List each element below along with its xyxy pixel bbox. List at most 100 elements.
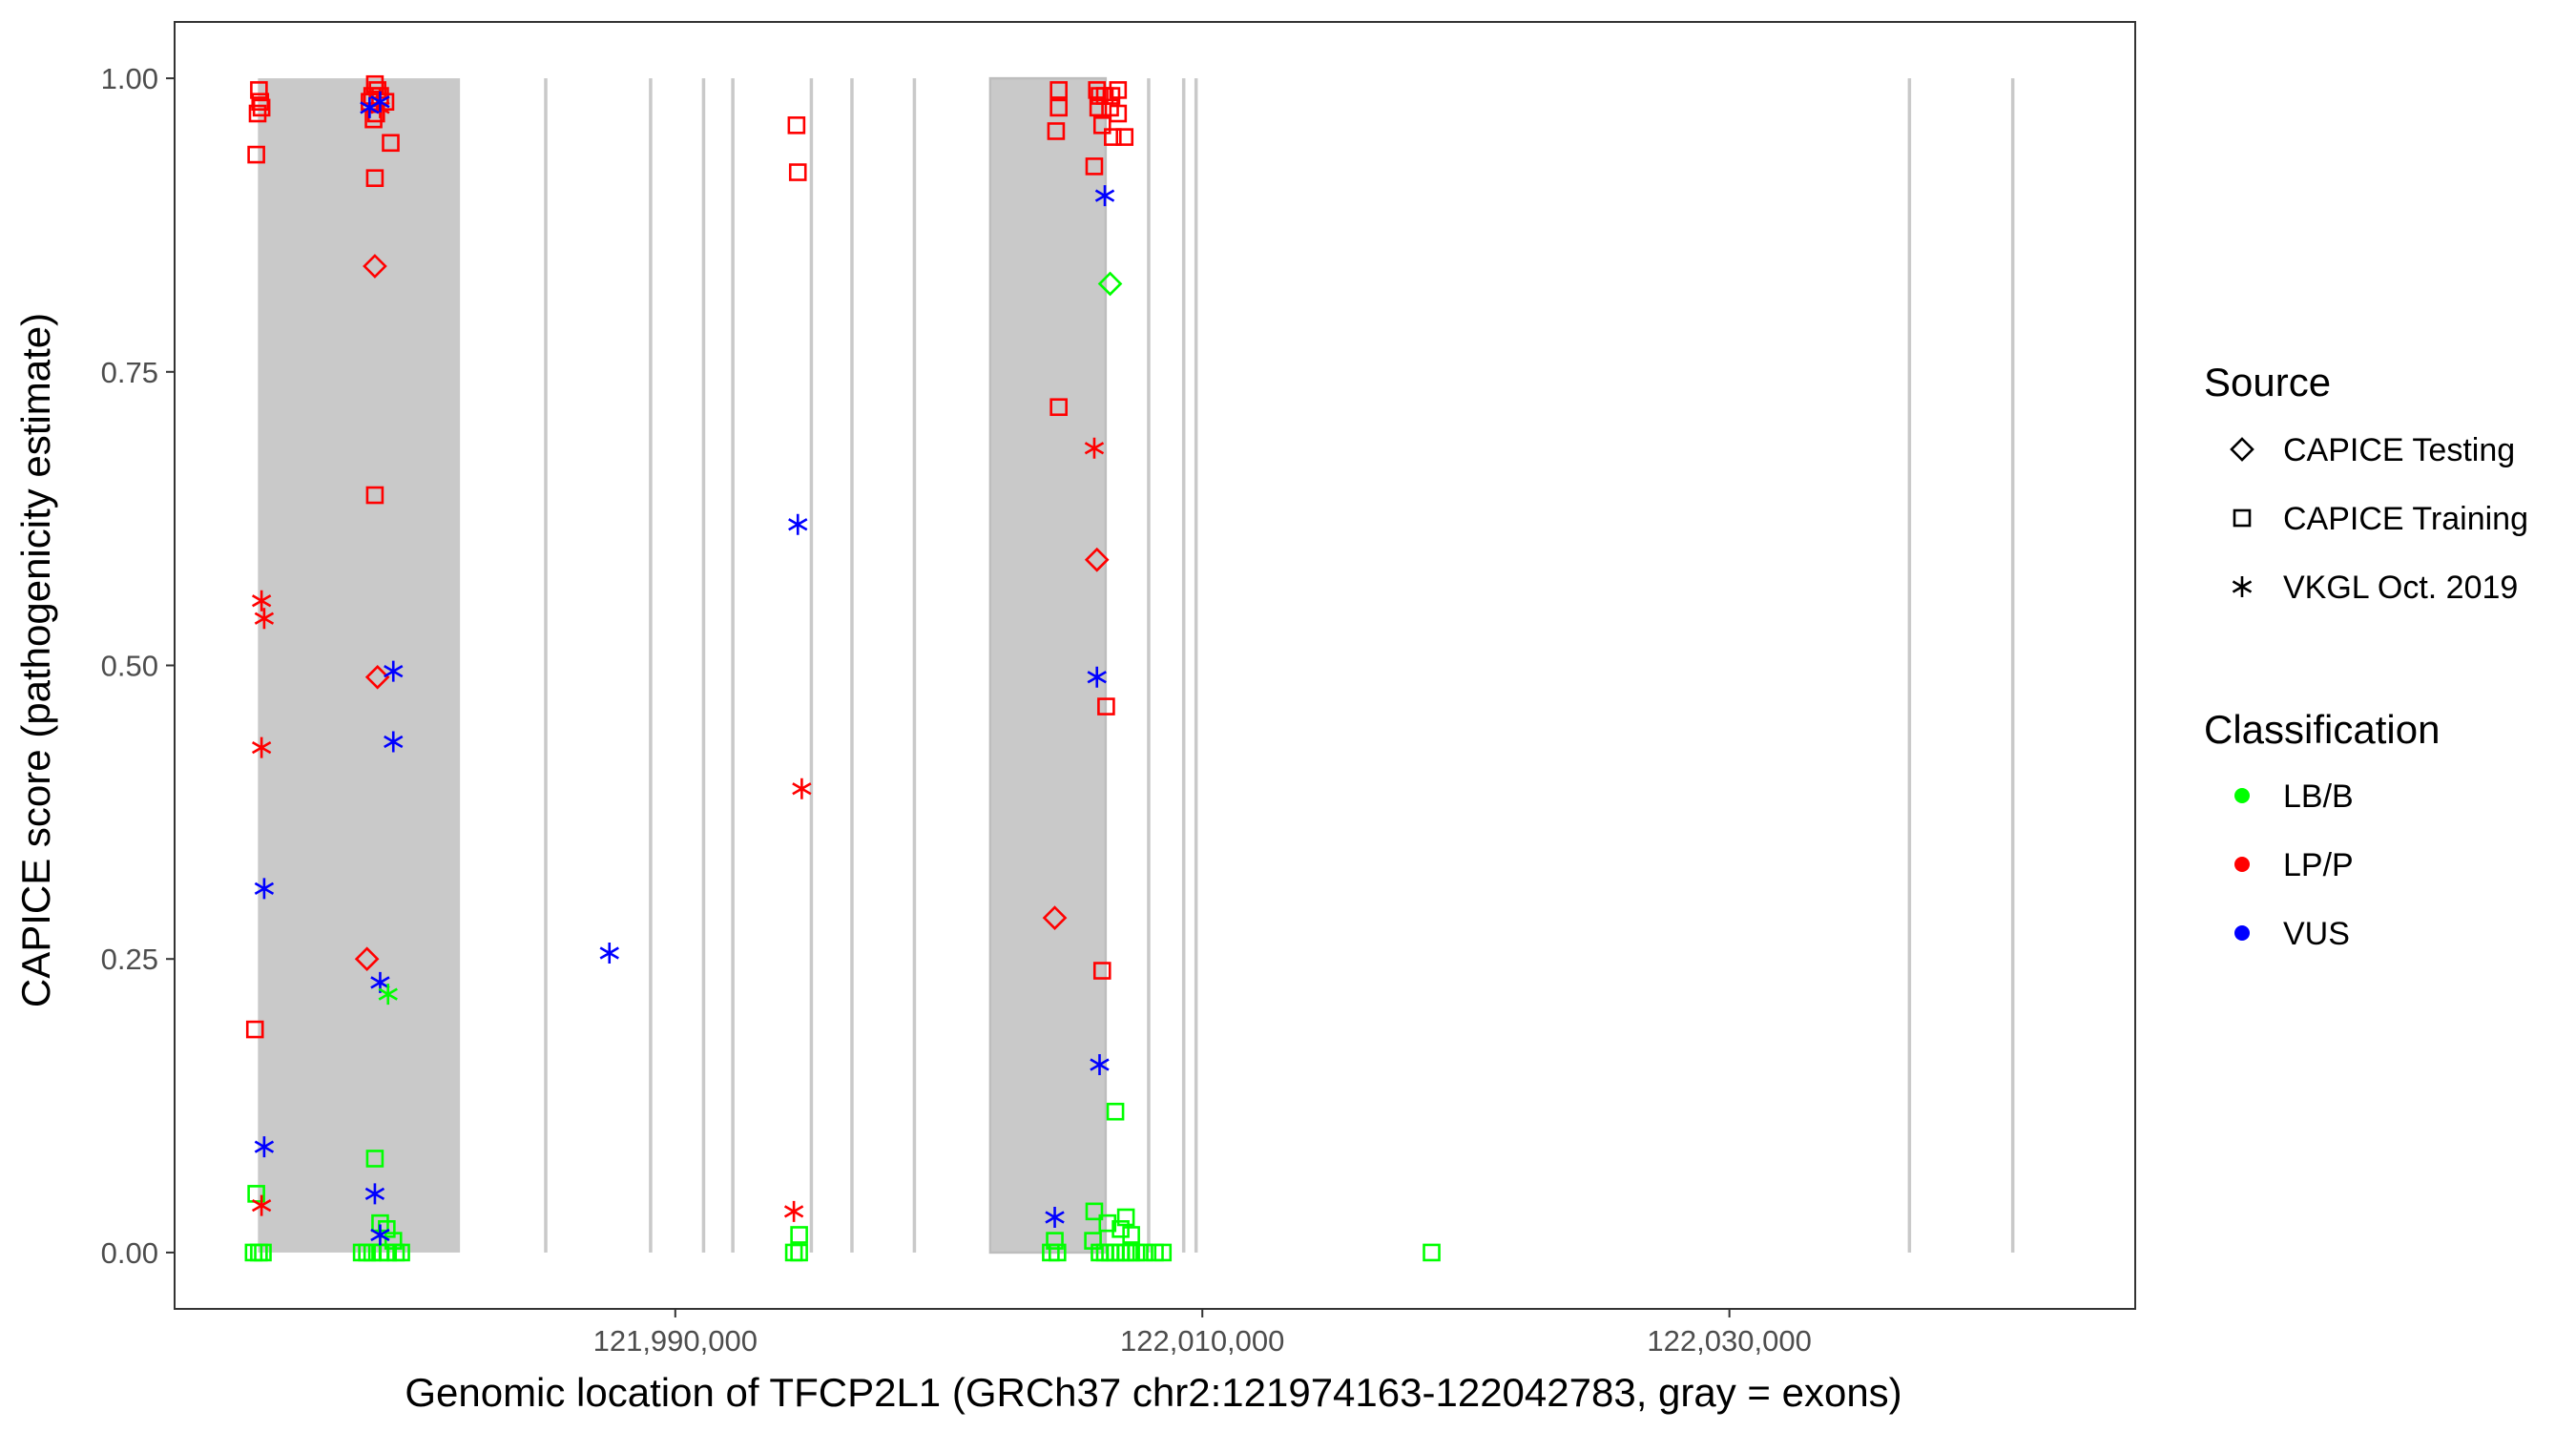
exon-band [1181, 78, 1186, 1253]
y-tick-label: 0.25 [101, 943, 158, 976]
data-point [1045, 1206, 1065, 1228]
data-point [1084, 437, 1105, 459]
exon-band [1147, 78, 1151, 1253]
data-point [1122, 1226, 1140, 1244]
data-point [1097, 697, 1115, 716]
data-point [599, 943, 619, 964]
data-point [251, 1194, 272, 1216]
data-point [365, 169, 384, 188]
data-point [1109, 81, 1128, 99]
exon-band [809, 78, 814, 1253]
data-point [250, 81, 268, 99]
exon-band [989, 78, 1106, 1253]
legend-key-diamond [2230, 437, 2254, 462]
exon-band [649, 78, 653, 1253]
legend-class-title: Classification [2204, 707, 2440, 752]
x-axis-title: Genomic location of TFCP2L1 (GRCh37 chr2… [405, 1370, 1901, 1415]
data-point [1049, 1243, 1067, 1262]
data-point [1106, 1102, 1125, 1121]
data-point [384, 731, 404, 753]
data-points [244, 74, 1441, 1262]
data-point [254, 878, 275, 900]
data-point [254, 1136, 275, 1158]
data-point [1090, 1053, 1110, 1075]
data-point [788, 513, 808, 535]
data-point [1046, 1232, 1064, 1250]
exon-bands [258, 76, 2015, 1255]
data-point [1423, 1243, 1441, 1262]
data-point [382, 134, 400, 153]
x-tick-label: 122,010,000 [1120, 1324, 1284, 1358]
data-point [792, 778, 812, 799]
data-point [384, 1232, 403, 1250]
exon-band [1907, 78, 1912, 1253]
x-tick-label: 121,990,000 [593, 1324, 758, 1358]
legend-key-dot [2234, 925, 2250, 941]
data-point [1085, 1202, 1104, 1221]
x-tick-label: 122,030,000 [1647, 1324, 1811, 1358]
data-point [1111, 1220, 1130, 1238]
data-point [254, 608, 275, 630]
data-point [1135, 1243, 1153, 1262]
y-tick-label: 0.50 [101, 650, 158, 683]
y-tick-label: 0.00 [101, 1236, 158, 1270]
data-point [1092, 962, 1111, 980]
y-tick-label: 1.00 [101, 62, 158, 95]
data-point [254, 1243, 272, 1262]
data-point [251, 736, 272, 758]
data-point [1049, 81, 1068, 99]
data-point [1094, 185, 1115, 207]
data-point [1092, 116, 1111, 135]
data-point [1087, 666, 1107, 688]
data-point [251, 93, 270, 111]
exon-band [731, 78, 735, 1253]
exon-band [544, 78, 548, 1253]
data-point [787, 116, 806, 135]
data-point [370, 1224, 390, 1246]
legend-class-label: LB/B [2283, 778, 2354, 815]
data-point [790, 1243, 808, 1262]
panel-background [175, 22, 2135, 1309]
data-point [363, 254, 387, 279]
data-point [365, 74, 384, 93]
data-point [1089, 98, 1108, 117]
exon-band [2010, 78, 2015, 1253]
data-point [245, 1020, 264, 1039]
data-point [788, 163, 807, 181]
data-point [1115, 128, 1134, 146]
data-point [364, 664, 390, 690]
data-point [365, 1150, 384, 1168]
legend-class-label: VUS [2283, 916, 2350, 952]
data-point [378, 984, 398, 1006]
data-point [1153, 1243, 1173, 1262]
exon-band [258, 78, 461, 1253]
legend-key-dot [2234, 788, 2250, 803]
exon-band [912, 78, 917, 1253]
y-axis-title: CAPICE score (pathogenicity estimate) [13, 313, 58, 1007]
legend-key-asterisk [2232, 576, 2253, 597]
data-point [1104, 128, 1122, 146]
data-point [364, 1183, 385, 1205]
data-point [1085, 157, 1104, 176]
legend-key-square [2233, 508, 2252, 528]
legend-source-label: CAPICE Testing [2283, 432, 2515, 468]
legend-source-items: CAPICE Testing CAPICE Training VKGL Oct. 2… [2230, 432, 2528, 606]
data-point [247, 145, 265, 164]
legend-class-label: LP/P [2283, 847, 2354, 883]
data-point [1049, 98, 1068, 117]
legend-source-title: Source [2204, 360, 2331, 404]
data-point [1047, 122, 1066, 140]
legend-source-label: VKGL Oct. 2019 [2283, 570, 2518, 606]
legend-key-dot [2234, 857, 2250, 872]
data-point [244, 1243, 263, 1262]
data-point [251, 590, 272, 612]
y-tick-label: 0.75 [101, 356, 158, 389]
data-point [1097, 271, 1123, 297]
exon-band-outline [988, 76, 1108, 1255]
data-point [384, 660, 404, 682]
data-point [1049, 398, 1068, 417]
data-point [790, 1226, 808, 1244]
data-point [365, 486, 384, 505]
data-point [354, 946, 380, 972]
